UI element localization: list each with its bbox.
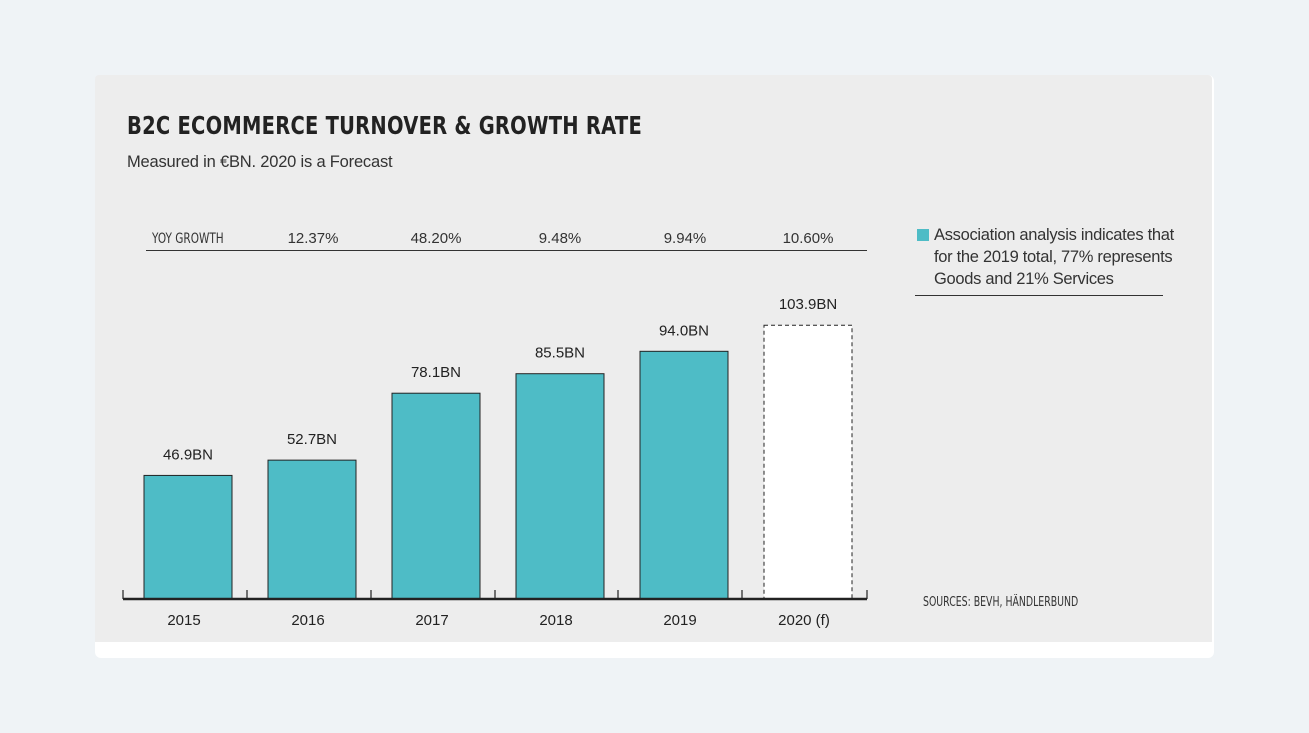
- yoy-growth-value: 10.60%: [782, 230, 834, 247]
- bar-value-label: 78.1BN: [411, 364, 461, 381]
- yoy-growth-value: 9.48%: [538, 230, 582, 247]
- x-tick-label: 2018: [539, 612, 572, 629]
- yoy-growth-label: YOY GROWTH: [152, 231, 224, 247]
- legend-text: Association analysis indicates that for …: [934, 226, 1174, 288]
- forecast-bar: [763, 324, 853, 600]
- bar-value-label: 46.9BN: [163, 446, 213, 463]
- legend-rule: [915, 295, 1163, 296]
- bar: [515, 373, 605, 600]
- yoy-growth-rule: [146, 250, 867, 251]
- legend-swatch: [917, 229, 929, 241]
- bar-value-label: 52.7BN: [287, 431, 337, 448]
- sources-note: SOURCES: BEVH, HÄNDLERBUND: [923, 595, 1079, 610]
- x-tick-label: 2016: [291, 612, 324, 629]
- x-tick-label: 2019: [663, 612, 696, 629]
- bar-value-label: 103.9BN: [779, 296, 837, 313]
- chart-subtitle: Measured in €BN. 2020 is a Forecast: [127, 153, 393, 171]
- x-tick-label: 2020 (f): [778, 612, 830, 629]
- x-tick-label: 2017: [415, 612, 448, 629]
- yoy-growth-value: 9.94%: [663, 230, 707, 247]
- chart-card: B2C ECOMMERCE TURNOVER & GROWTH RATE Mea…: [95, 75, 1212, 642]
- chart-title: B2C ECOMMERCE TURNOVER & GROWTH RATE: [127, 111, 643, 140]
- bar: [267, 459, 357, 600]
- bar: [639, 350, 729, 600]
- bar-chart: 46.9BN 2015 52.7BN 2016 78.1BN 2017 85.5BN 2018…: [122, 296, 868, 629]
- bar: [143, 474, 233, 600]
- x-tick-label: 2015: [167, 612, 200, 629]
- bar-value-label: 94.0BN: [659, 322, 709, 339]
- yoy-growth-value: 48.20%: [410, 230, 462, 247]
- bar: [391, 392, 481, 600]
- yoy-growth-value: 12.37%: [287, 230, 339, 247]
- bar-value-label: 85.5BN: [535, 345, 585, 362]
